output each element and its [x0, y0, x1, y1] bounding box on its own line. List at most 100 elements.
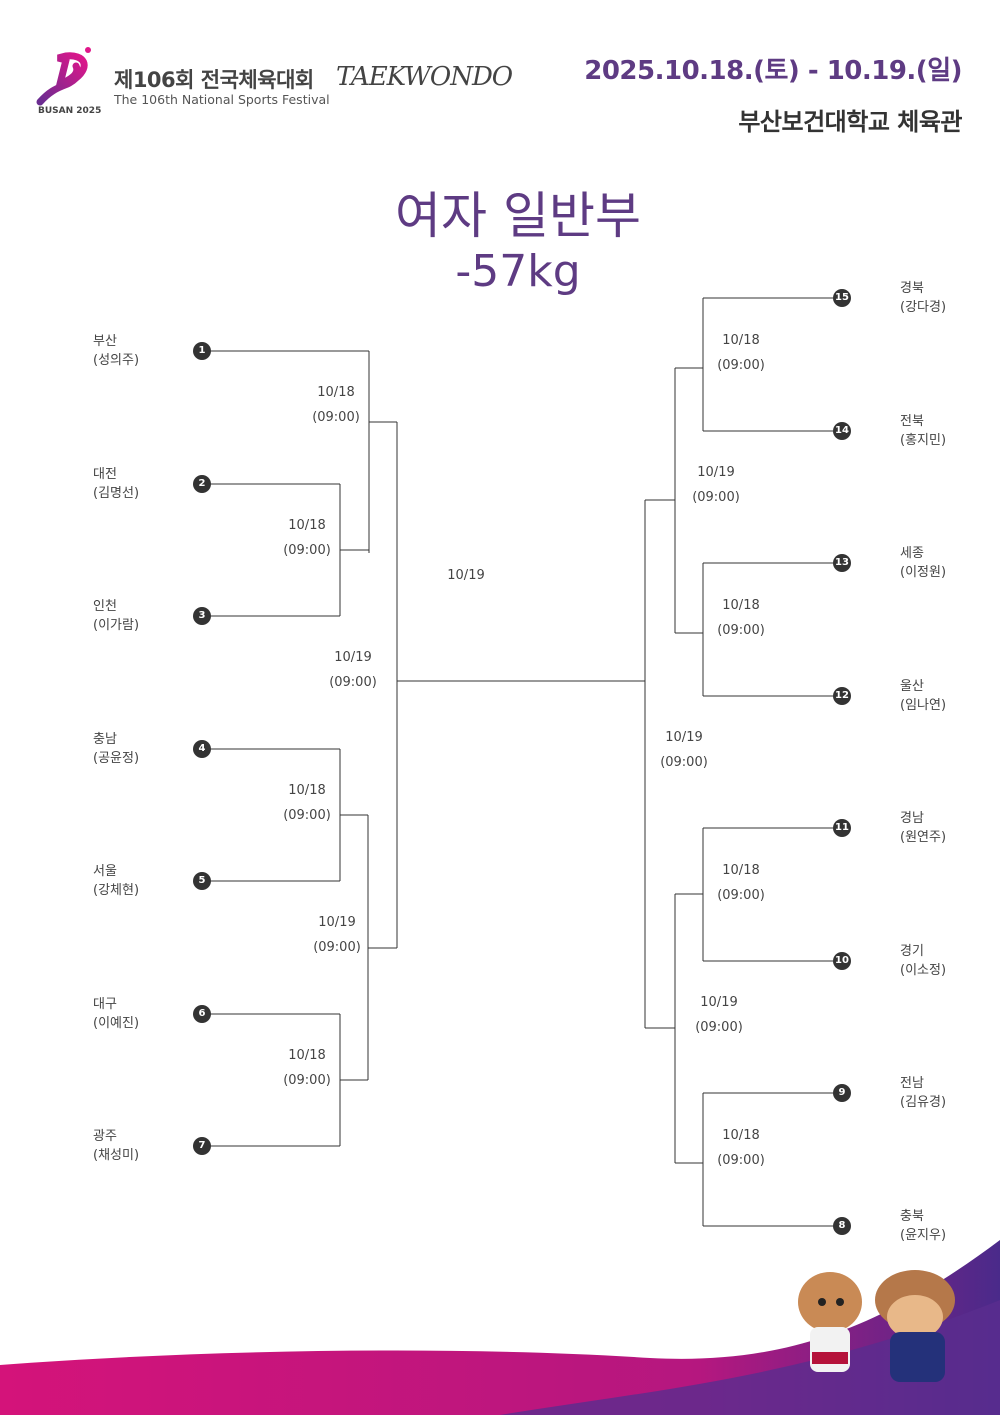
match-time: (09:00) [313, 940, 361, 955]
entrant-name: (임나연) [900, 698, 947, 713]
division-title: 여자 일반부 [395, 187, 641, 245]
entrant-name: (김유경) [900, 1095, 947, 1110]
entrant-region: 대구 [93, 997, 117, 1012]
entrant-region: 전남 [900, 1076, 924, 1091]
entrant-region: 부산 [93, 334, 117, 349]
mascot-illustration-icon [798, 1270, 955, 1382]
match-time: (09:00) [717, 623, 765, 638]
match-date: 10/19 [334, 650, 372, 665]
entrant-region: 충북 [900, 1209, 924, 1224]
match-schedule: 10/18 (09:00) [706, 593, 776, 643]
match-date: 10/18 [317, 385, 355, 400]
entrant: 경기 (이소정) [900, 942, 946, 980]
match-time: (09:00) [283, 543, 331, 558]
entrant: 전남 (김유경) [900, 1074, 946, 1112]
seed-badge: 7 [193, 1137, 211, 1155]
match-date: 10/19 [318, 915, 356, 930]
match-schedule: 10/18 (09:00) [301, 380, 371, 430]
entrant: 인천 (이가람) [93, 597, 139, 635]
seed-badge: 10 [833, 952, 851, 970]
match-schedule: 10/19 (09:00) [684, 990, 754, 1040]
entrant-region: 울산 [900, 679, 924, 694]
entrant-region: 경남 [900, 811, 924, 826]
match-time: (09:00) [695, 1020, 743, 1035]
match-schedule: 10/18 (09:00) [706, 1123, 776, 1173]
entrant-name: (이가람) [93, 618, 140, 633]
entrant: 경북 (강다경) [900, 279, 946, 317]
festival-title-en: The 106th National Sports Festival [114, 92, 330, 107]
entrant-name: (공윤정) [93, 751, 140, 766]
match-time: (09:00) [692, 490, 740, 505]
seed-badge: 15 [833, 289, 851, 307]
seed-badge: 8 [833, 1217, 851, 1235]
match-date: 10/18 [722, 1128, 760, 1143]
match-date: 10/18 [288, 783, 326, 798]
entrant-name: (강체현) [93, 883, 140, 898]
match-date: 10/18 [288, 518, 326, 533]
seed-badge: 13 [833, 554, 851, 572]
weight-class: -57kg [455, 246, 581, 297]
seed-badge: 5 [193, 872, 211, 890]
match-schedule: 10/18 (09:00) [706, 858, 776, 908]
seed-badge: 14 [833, 422, 851, 440]
logo-text: BUSAN 2025 [38, 106, 102, 116]
seed-badge: 2 [193, 475, 211, 493]
entrant-region: 세종 [900, 546, 924, 561]
match-time: (09:00) [660, 755, 708, 770]
match-schedule: 10/19 (09:00) [681, 460, 751, 510]
entrant: 전북 (홍지민) [900, 412, 946, 450]
seed-badge: 6 [193, 1005, 211, 1023]
taekwondo-logo: TAEKWONDO [336, 62, 513, 92]
seed-badge: 9 [833, 1084, 851, 1102]
match-time: (09:00) [717, 888, 765, 903]
entrant: 경남 (원연주) [900, 809, 946, 847]
match-schedule: 10/19 (09:00) [302, 910, 372, 960]
entrant: 세종 (이정원) [900, 544, 946, 582]
final-date: 10/19 [447, 568, 485, 583]
match-date: 10/19 [697, 465, 735, 480]
match-time: (09:00) [312, 410, 360, 425]
event-venue: 부산보건대학교 체육관 [738, 108, 962, 136]
entrant: 충북 (윤지우) [900, 1207, 946, 1245]
match-schedule: 10/19 (09:00) [318, 645, 388, 695]
entrant-name: (이소정) [900, 963, 947, 978]
match-date: 10/18 [288, 1048, 326, 1063]
match-schedule: 10/18 (09:00) [272, 513, 342, 563]
match-time: (09:00) [717, 1153, 765, 1168]
event-date: 2025.10.18.(토) - 10.19.(일) [584, 56, 962, 86]
entrant-region: 대전 [93, 467, 117, 482]
seed-badge: 11 [833, 819, 851, 837]
entrant: 대전 (김명선) [93, 465, 139, 503]
footer-wave-decoration [0, 1240, 1000, 1415]
entrant-name: (김명선) [93, 486, 140, 501]
seed-badge: 12 [833, 687, 851, 705]
entrant: 부산 (성의주) [93, 332, 139, 370]
entrant-region: 서울 [93, 864, 117, 879]
entrant-name: (원연주) [900, 830, 947, 845]
entrant-name: (홍지민) [900, 433, 947, 448]
match-schedule: 10/18 (09:00) [272, 778, 342, 828]
match-schedule: 10/18 (09:00) [272, 1043, 342, 1093]
match-schedule: 10/18 (09:00) [706, 328, 776, 378]
entrant: 울산 (임나연) [900, 677, 946, 715]
entrant: 광주 (채성미) [93, 1127, 139, 1165]
entrant-region: 경기 [900, 944, 924, 959]
festival-title-ko: 제106회 전국체육대회 [114, 68, 314, 92]
entrant: 서울 (강체현) [93, 862, 139, 900]
match-time: (09:00) [717, 358, 765, 373]
match-date: 10/18 [722, 598, 760, 613]
match-date: 10/19 [665, 730, 703, 745]
entrant-name: (윤지우) [900, 1228, 947, 1243]
entrant-region: 경북 [900, 281, 924, 296]
entrant-name: (채성미) [93, 1148, 140, 1163]
match-schedule: 10/19 (09:00) [649, 725, 719, 775]
match-date: 10/18 [722, 333, 760, 348]
match-date: 10/19 [700, 995, 738, 1010]
entrant-name: (이예진) [93, 1016, 140, 1031]
match-time: (09:00) [283, 808, 331, 823]
busan-2025-logo-icon [36, 47, 91, 106]
entrant-region: 전북 [900, 414, 924, 429]
match-time: (09:00) [283, 1073, 331, 1088]
